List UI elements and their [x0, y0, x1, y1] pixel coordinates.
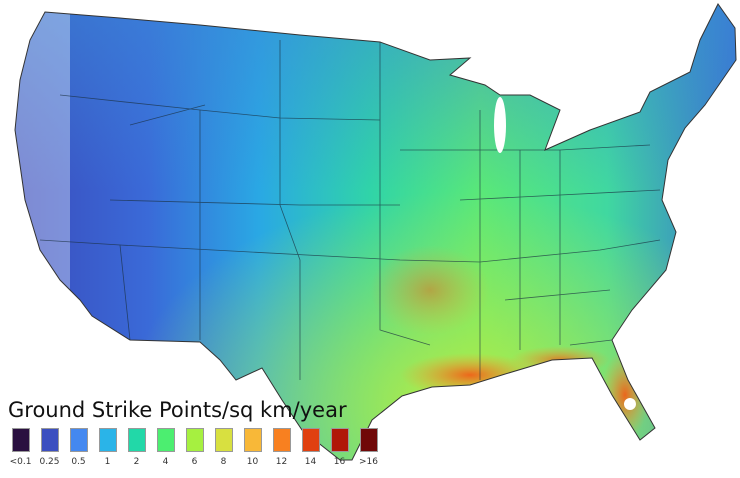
legend-label: 0.25: [39, 457, 60, 467]
legend-item: 0.5: [64, 428, 93, 467]
legend-item: 8: [209, 428, 238, 467]
hotspot-florida: [601, 350, 649, 440]
legend-swatch: [11, 428, 30, 452]
legend-swatch: [40, 428, 59, 452]
legend-item: 2: [122, 428, 151, 467]
legend-item: 6: [180, 428, 209, 467]
legend-label: 0.5: [71, 457, 86, 467]
lake-michigan: [494, 97, 506, 153]
legend-swatch: [156, 428, 175, 452]
legend-label: 1: [104, 457, 111, 467]
legend-label: <0.1: [9, 457, 32, 467]
legend-swatch: [272, 428, 291, 452]
legend-label: 2: [133, 457, 140, 467]
legend-item: 4: [151, 428, 180, 467]
legend-swatch: [185, 428, 204, 452]
legend-item: 0.25: [35, 428, 64, 467]
legend-label: 6: [191, 457, 198, 467]
legend-swatch: [330, 428, 349, 452]
legend: <0.1 0.25 0.5 1 2 4 6 8 10 12 14 16 >16: [6, 428, 383, 467]
legend-item: 12: [267, 428, 296, 467]
hotspot-oklahoma: [370, 245, 490, 335]
legend-label: 12: [275, 457, 288, 467]
legend-swatch: [301, 428, 320, 452]
legend-item: 10: [238, 428, 267, 467]
legend-label: >16: [359, 457, 378, 467]
legend-item: 14: [296, 428, 325, 467]
legend-label: 10: [246, 457, 259, 467]
legend-label: 14: [304, 457, 317, 467]
legend-item: 16: [325, 428, 354, 467]
legend-label: 16: [333, 457, 346, 467]
legend-item: 1: [93, 428, 122, 467]
legend-swatch: [69, 428, 88, 452]
legend-swatch: [98, 428, 117, 452]
legend-item: >16: [354, 428, 383, 467]
legend-title: Ground Strike Points/sq km/year: [8, 398, 347, 422]
legend-swatch: [359, 428, 378, 452]
legend-swatch: [127, 428, 146, 452]
lake-okeechobee: [624, 398, 636, 410]
legend-label: 4: [162, 457, 169, 467]
state-borders: [39, 40, 661, 380]
legend-swatch: [214, 428, 233, 452]
legend-item: <0.1: [6, 428, 35, 467]
legend-swatch: [243, 428, 262, 452]
legend-label: 8: [220, 457, 227, 467]
